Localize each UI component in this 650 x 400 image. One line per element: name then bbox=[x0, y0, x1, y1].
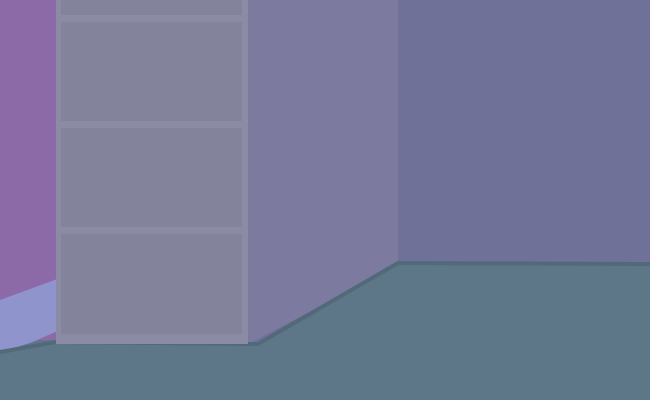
floor bbox=[0, 262, 650, 400]
cabinet-shelf bbox=[61, 0, 242, 15]
cabinet-shelf bbox=[61, 234, 242, 334]
cabinet-shelf bbox=[61, 22, 242, 121]
left-baseboard bbox=[0, 278, 60, 356]
cabinet-side-panel bbox=[246, 0, 398, 342]
floor-edge bbox=[0, 260, 650, 354]
left-wall bbox=[0, 0, 60, 345]
cabinet-shelf bbox=[61, 128, 242, 227]
